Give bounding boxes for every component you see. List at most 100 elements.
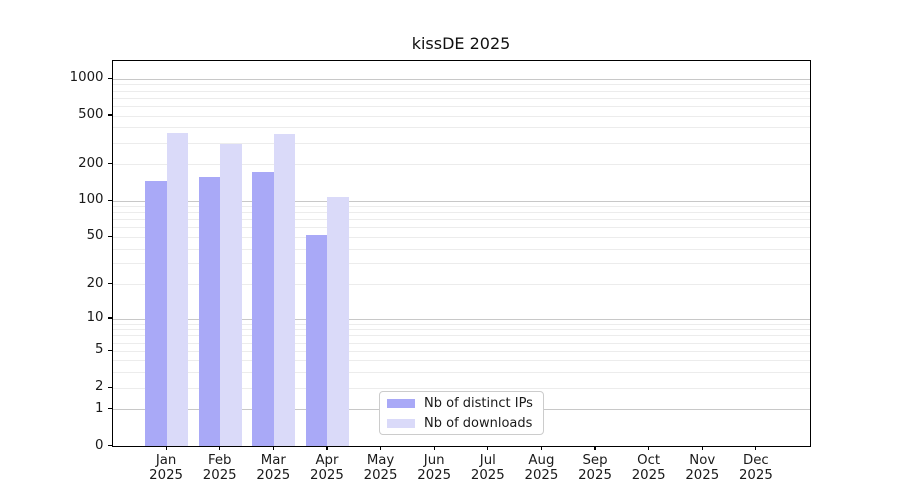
plot-area	[112, 60, 811, 447]
y-tick-mark	[107, 199, 112, 201]
y-tick-label: 200	[78, 155, 104, 171]
bar-distinct-ips-jan	[145, 181, 167, 446]
bar-distinct-ips-apr	[305, 234, 328, 446]
y-gridline-minor	[113, 284, 810, 286]
legend-swatch-distinct-ips	[387, 398, 415, 408]
y-tick-label: 2	[95, 379, 104, 395]
y-tick-mark	[107, 349, 112, 351]
x-tick-year: 2025	[470, 468, 505, 483]
x-tick-year: 2025	[363, 468, 398, 483]
x-tick-year: 2025	[578, 468, 612, 483]
bar-downloads-mar	[273, 134, 296, 446]
y-tick-mark	[107, 77, 112, 79]
legend-label-distinct-ips: Nb of distinct IPs	[424, 395, 533, 411]
y-gridline-minor	[113, 227, 810, 229]
y-gridline-minor	[113, 372, 810, 374]
y-tick-label: 0	[95, 437, 104, 453]
x-tick-year: 2025	[256, 468, 291, 483]
y-gridline-minor	[113, 248, 810, 250]
y-gridline-major	[113, 78, 810, 80]
x-tick-label: May 2025	[354, 453, 408, 484]
x-tick-month: Oct	[637, 452, 661, 468]
x-tick-mark	[433, 446, 435, 450]
legend-row-distinct-ips: Nb of distinct IPs	[387, 396, 535, 411]
x-tick-mark	[272, 446, 274, 450]
x-tick-label: Jul 2025	[461, 453, 515, 484]
x-tick-label: Apr 2025	[300, 453, 354, 484]
x-tick-year: 2025	[310, 468, 344, 483]
x-tick-year: 2025	[738, 468, 773, 483]
x-tick-label: Dec 2025	[729, 453, 783, 484]
y-gridline-minor	[113, 212, 810, 214]
x-tick-label: Nov 2025	[675, 453, 729, 484]
y-tick-mark	[107, 408, 112, 410]
y-tick-label: 20	[86, 275, 104, 291]
x-tick-month: Nov	[689, 452, 716, 468]
x-tick-month: Jan	[155, 452, 177, 468]
x-tick-mark	[219, 446, 221, 450]
y-gridline-minor	[113, 323, 810, 325]
y-tick-mark	[107, 317, 112, 319]
y-tick-mark	[107, 235, 112, 238]
x-tick-month: Mar	[260, 452, 286, 468]
x-tick-year: 2025	[149, 468, 184, 483]
y-gridline-minor	[113, 97, 810, 99]
y-tick-mark	[107, 114, 112, 116]
y-tick-label: 500	[78, 107, 104, 123]
x-tick-month: Jun	[423, 452, 445, 468]
x-tick-mark	[326, 446, 328, 450]
x-tick-month: Dec	[743, 452, 769, 468]
x-tick-label: Oct 2025	[622, 453, 676, 484]
y-tick-label: 1000	[69, 70, 104, 86]
y-gridline-minor	[113, 329, 810, 331]
x-tick-year: 2025	[524, 468, 559, 483]
x-tick-year: 2025	[202, 468, 237, 483]
x-tick-year: 2025	[417, 468, 452, 483]
y-tick-mark	[107, 444, 112, 447]
legend-swatch-downloads	[387, 418, 415, 428]
x-tick-label: Feb 2025	[193, 453, 247, 484]
legend-row-downloads: Nb of downloads	[387, 416, 535, 431]
y-tick-mark	[107, 283, 112, 285]
y-gridline-minor	[113, 90, 810, 92]
y-gridline-major	[113, 200, 810, 202]
x-tick-month: Aug	[528, 452, 555, 468]
x-tick-month: Sep	[582, 452, 608, 468]
x-tick-mark	[165, 446, 167, 450]
x-tick-label: Jan 2025	[139, 453, 193, 484]
bar-downloads-feb	[220, 144, 242, 446]
legend-label-downloads: Nb of downloads	[424, 415, 533, 431]
y-gridline-minor	[113, 105, 810, 107]
x-tick-mark	[487, 446, 489, 450]
bar-distinct-ips-mar	[252, 172, 274, 446]
y-gridline-major	[113, 318, 810, 320]
bar-downloads-apr	[327, 197, 349, 446]
legend: Nb of distinct IPs Nb of downloads	[379, 391, 544, 435]
y-gridline-minor	[113, 236, 810, 238]
y-gridline-minor	[113, 219, 810, 221]
x-tick-mark	[379, 446, 382, 450]
x-tick-label: Aug 2025	[515, 453, 569, 484]
x-tick-month: Apr	[315, 452, 339, 468]
x-tick-mark	[701, 446, 703, 450]
x-tick-label: Jun 2025	[407, 453, 461, 484]
y-gridline-minor	[113, 206, 810, 208]
y-gridline-minor	[113, 127, 810, 129]
y-gridline-minor	[113, 164, 810, 166]
x-tick-month: Jul	[479, 452, 496, 468]
y-gridline-minor	[113, 360, 810, 362]
x-tick-mark	[594, 446, 596, 450]
y-gridline-minor	[113, 387, 810, 389]
y-tick-label: 100	[78, 192, 104, 208]
y-tick-mark	[107, 386, 112, 388]
y-gridline-minor	[113, 335, 810, 337]
y-gridline-minor	[113, 263, 810, 265]
y-tick-label: 5	[95, 342, 104, 358]
y-gridline-minor	[113, 84, 810, 86]
x-tick-mark	[755, 446, 757, 450]
y-tick-label: 1	[95, 400, 104, 416]
y-tick-label: 10	[86, 310, 104, 326]
x-tick-month: Feb	[207, 452, 232, 468]
y-gridline-minor	[113, 350, 810, 352]
